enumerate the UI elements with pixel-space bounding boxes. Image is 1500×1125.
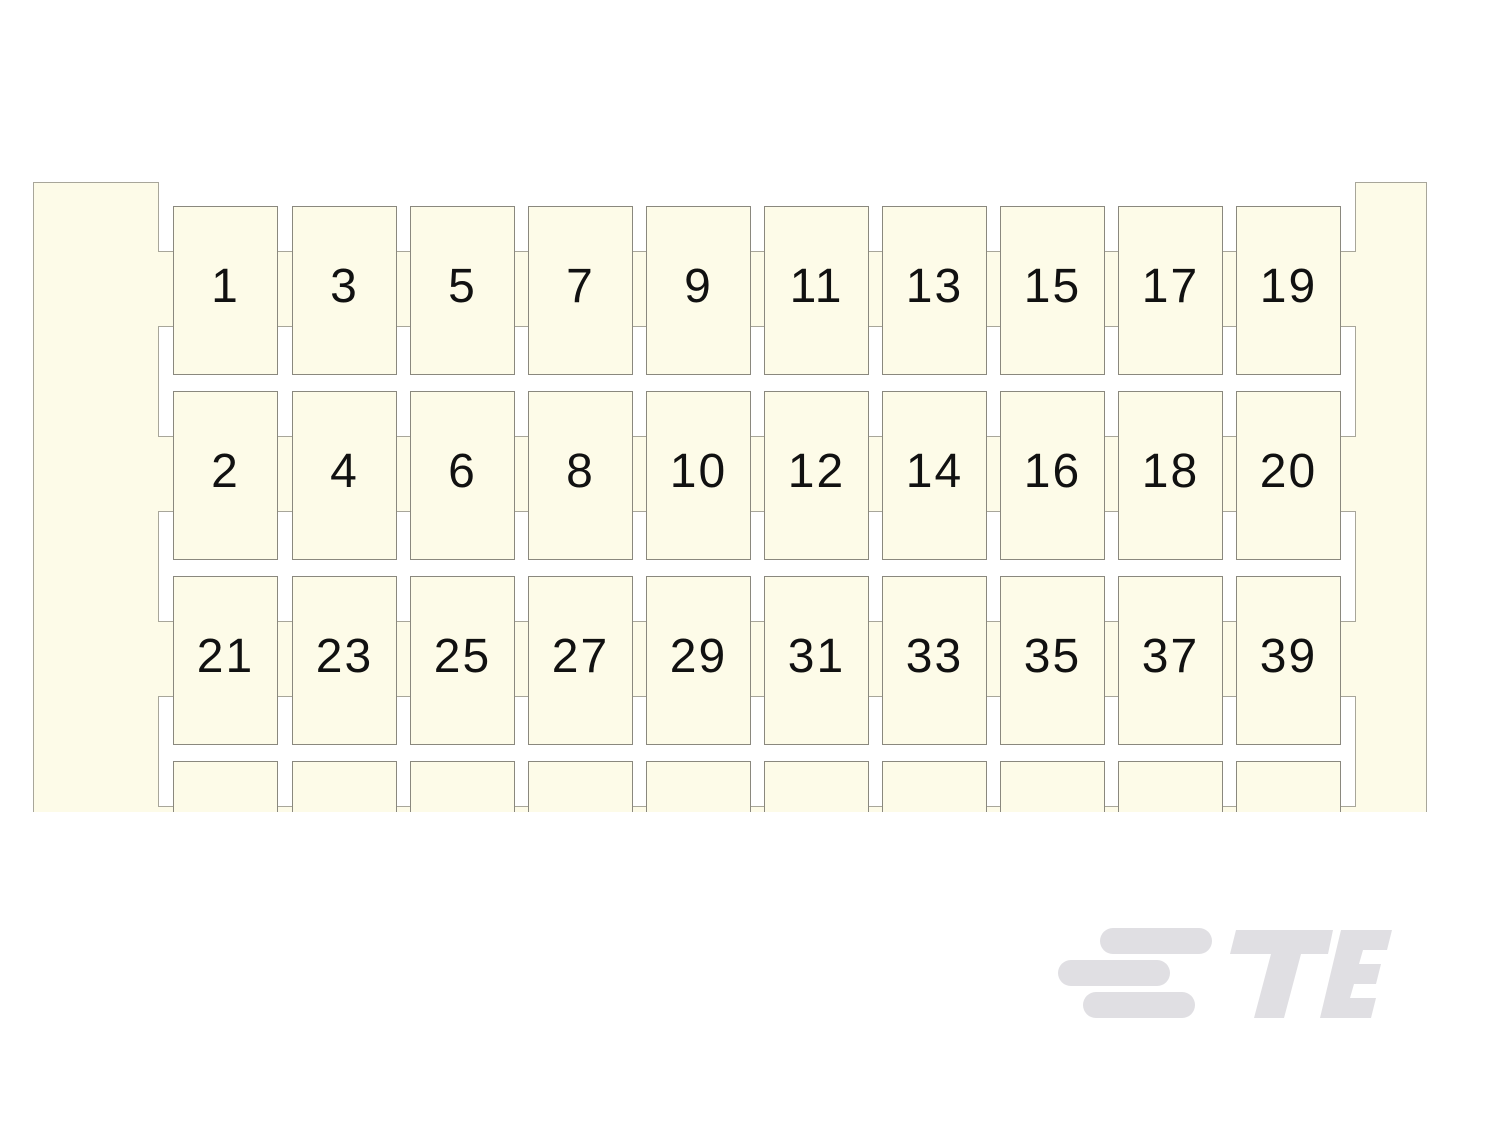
right-end-tab: [1355, 182, 1427, 812]
marker-cell: 5: [410, 206, 515, 375]
marker-cell: 21: [173, 576, 278, 745]
marker-cell: 19: [1236, 206, 1341, 375]
marker-cell: 23: [292, 576, 397, 745]
marker-cell: [1236, 761, 1341, 812]
marker-cell: 37: [1118, 576, 1223, 745]
marker-cell: 9: [646, 206, 751, 375]
marker-cell: 20: [1236, 391, 1341, 560]
marker-cell: 14: [882, 391, 987, 560]
marker-cell: 3: [292, 206, 397, 375]
marker-card: 1 3 5 7 9 11 13 15 17 19 2 4 6 8 10 12 14 16 18 20 21 23 25 27 2…: [33, 182, 1427, 812]
marker-cell: 16: [1000, 391, 1105, 560]
marker-cell: 8: [528, 391, 633, 560]
left-end-tab: [33, 182, 159, 812]
marker-cell: 2: [173, 391, 278, 560]
marker-cell: [1000, 761, 1105, 812]
te-logo: [1058, 928, 1392, 1018]
marker-cell: [764, 761, 869, 812]
marker-cell: 17: [1118, 206, 1223, 375]
marker-cell: 33: [882, 576, 987, 745]
marker-cell: 18: [1118, 391, 1223, 560]
marker-cell: 11: [764, 206, 869, 375]
marker-cell: [292, 761, 397, 812]
marker-cell: [882, 761, 987, 812]
connector-strip: [158, 806, 1356, 812]
marker-cell: [173, 761, 278, 812]
marker-cell: 31: [764, 576, 869, 745]
marker-cell: 15: [1000, 206, 1105, 375]
marker-cell: 13: [882, 206, 987, 375]
marker-cell: [646, 761, 751, 812]
marker-cell: [410, 761, 515, 812]
marker-cell: 1: [173, 206, 278, 375]
marker-cell: 25: [410, 576, 515, 745]
marker-cell: 4: [292, 391, 397, 560]
marker-cell: 12: [764, 391, 869, 560]
marker-cell: [528, 761, 633, 812]
marker-cell: 6: [410, 391, 515, 560]
marker-cell: 29: [646, 576, 751, 745]
marker-cell: [1118, 761, 1223, 812]
marker-cell: 7: [528, 206, 633, 375]
marker-cell: 39: [1236, 576, 1341, 745]
marker-cell: 10: [646, 391, 751, 560]
marker-cell: 27: [528, 576, 633, 745]
marker-cell: 35: [1000, 576, 1105, 745]
